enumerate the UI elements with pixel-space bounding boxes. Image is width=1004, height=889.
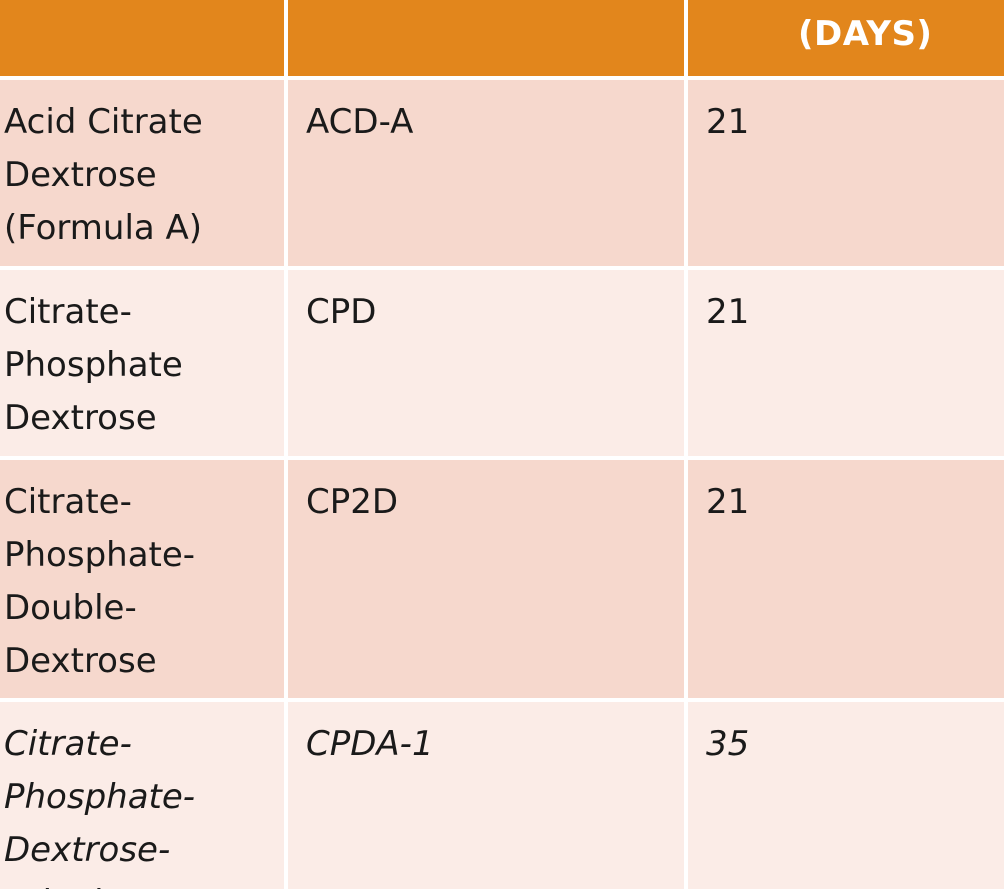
- name-cell: Citrate- Phosphate- Dextrose- Adenine*: [0, 702, 288, 889]
- storage-days: 21: [706, 292, 750, 332]
- storage-days: 21: [706, 102, 750, 142]
- table-row: Citrate- Phosphate- Double- Dextrose CP2…: [0, 460, 1004, 698]
- header-days-label: (DAYS): [798, 14, 933, 54]
- anticoagulant-abbrev: CPDA-1: [306, 724, 434, 764]
- anticoagulant-name: Acid Citrate Dextrose (Formula A): [4, 102, 203, 248]
- storage-days: 21: [706, 482, 750, 522]
- abbrev-cell: CP2D: [288, 460, 688, 698]
- days-cell: 21: [688, 270, 1004, 456]
- anticoagulant-abbrev: CP2D: [306, 482, 399, 522]
- table-row: Acid Citrate Dextrose (Formula A) ACD-A …: [0, 80, 1004, 266]
- table-row: Citrate- Phosphate Dextrose CPD 21: [0, 270, 1004, 456]
- anticoagulant-name: Citrate- Phosphate Dextrose: [4, 292, 183, 438]
- anticoagulant-abbrev: CPD: [306, 292, 377, 332]
- anticoagulant-name: Citrate- Phosphate- Dextrose- Adenine*: [4, 724, 196, 889]
- header-cell-name: [0, 0, 288, 76]
- name-cell: Citrate- Phosphate- Double- Dextrose: [0, 460, 288, 698]
- days-cell: 35: [688, 702, 1004, 889]
- storage-days: 35: [706, 724, 750, 764]
- table-header-row: (DAYS): [0, 0, 1004, 76]
- header-cell-abbrev: [288, 0, 688, 76]
- name-cell: Citrate- Phosphate Dextrose: [0, 270, 288, 456]
- name-cell: Acid Citrate Dextrose (Formula A): [0, 80, 288, 266]
- anticoagulant-abbrev: ACD-A: [306, 102, 414, 142]
- days-cell: 21: [688, 80, 1004, 266]
- abbrev-cell: ACD-A: [288, 80, 688, 266]
- abbrev-cell: CPD: [288, 270, 688, 456]
- abbrev-cell: CPDA-1: [288, 702, 688, 889]
- table-row: Citrate- Phosphate- Dextrose- Adenine* C…: [0, 702, 1004, 889]
- anticoagulant-name: Citrate- Phosphate- Double- Dextrose: [4, 482, 196, 681]
- days-cell: 21: [688, 460, 1004, 698]
- header-cell-days: (DAYS): [688, 0, 1004, 76]
